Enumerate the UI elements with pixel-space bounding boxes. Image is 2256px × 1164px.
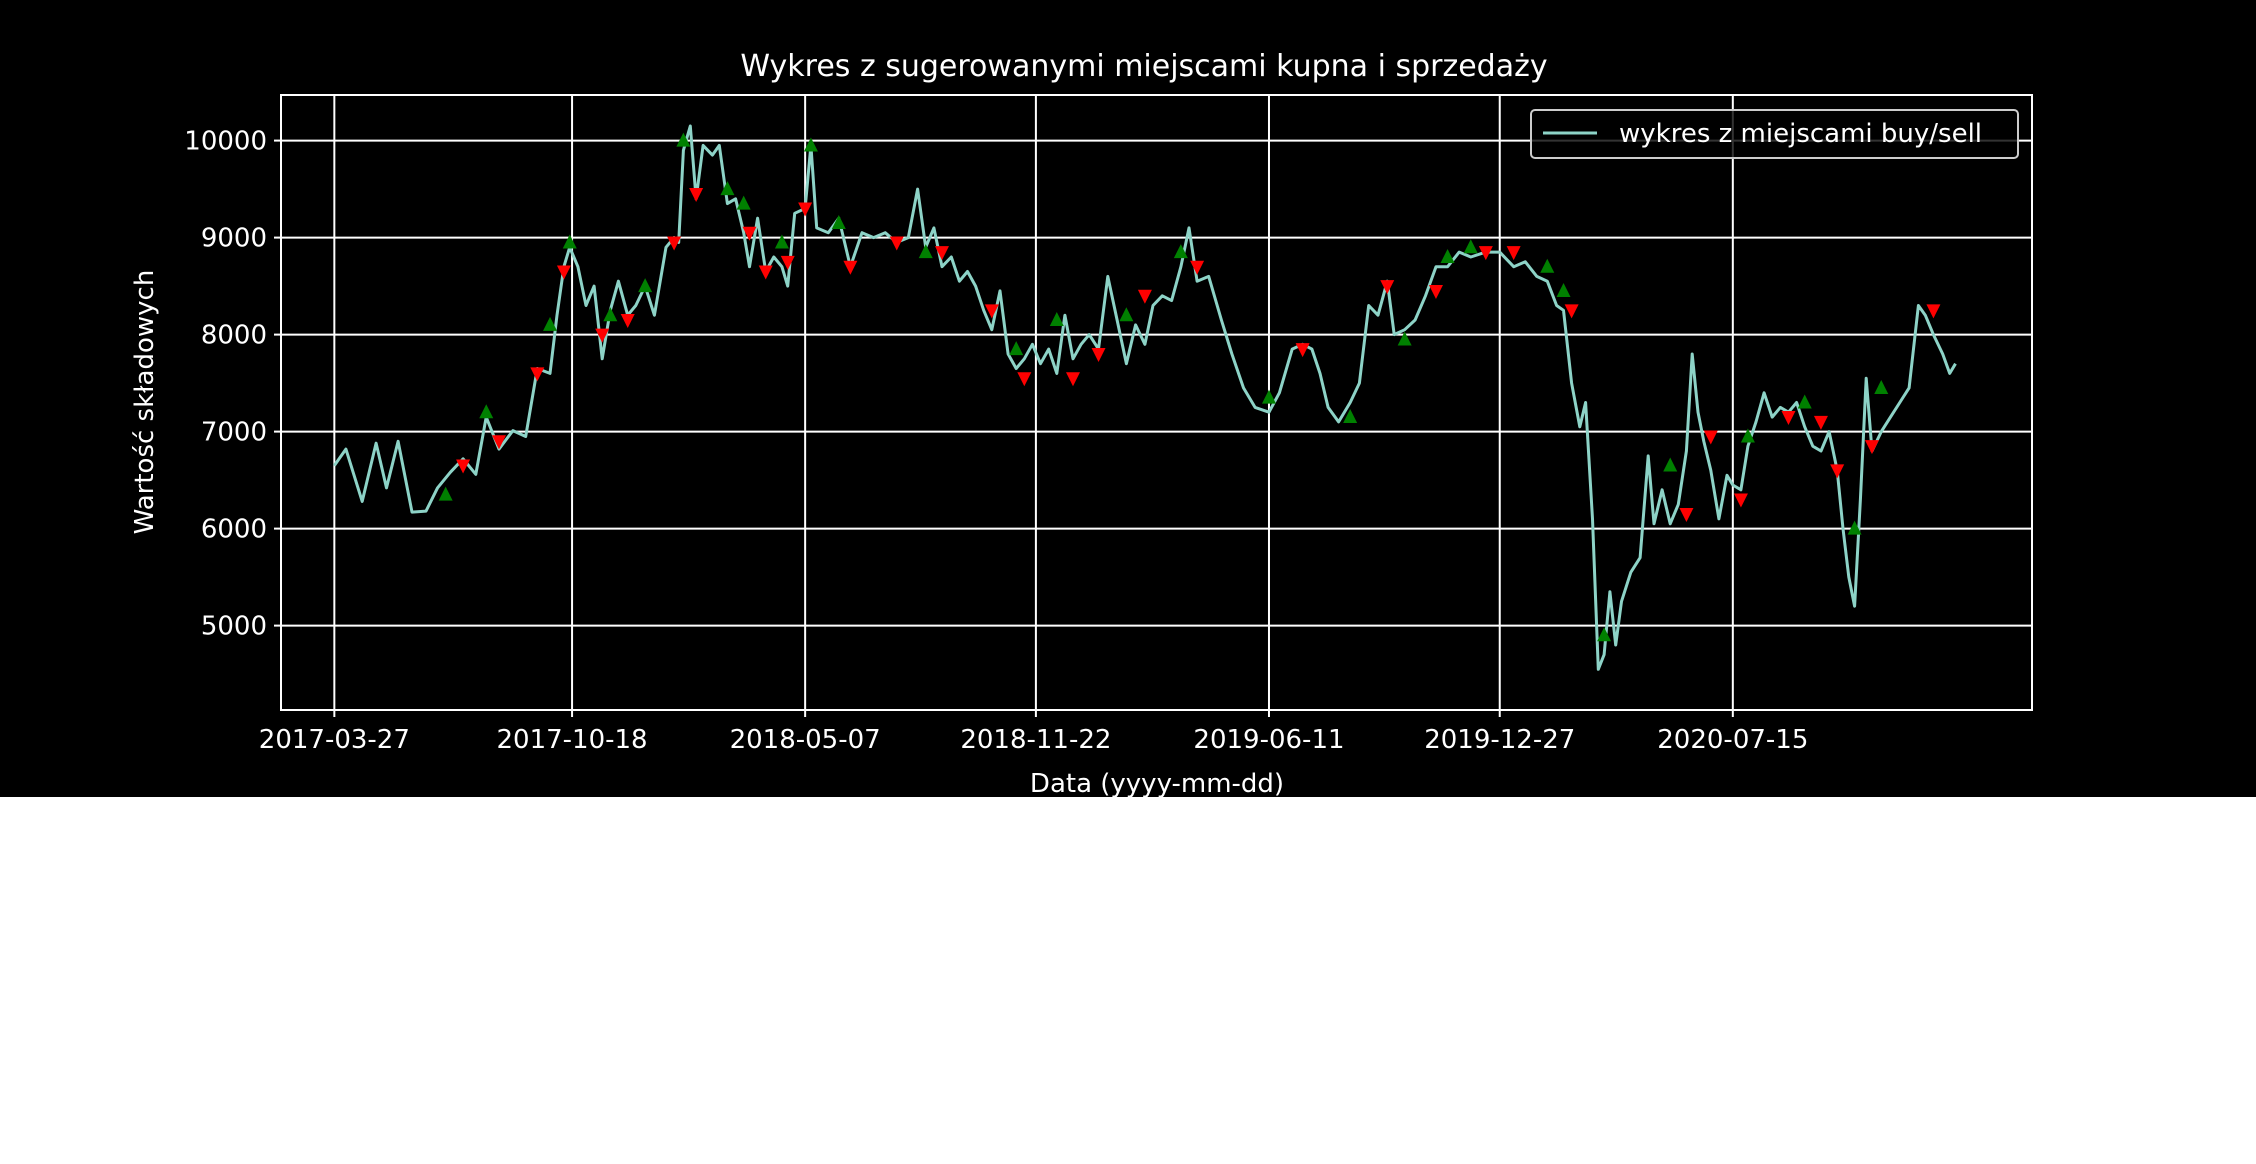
sell-marker <box>742 226 757 241</box>
buy-marker <box>803 137 818 152</box>
sell-marker <box>456 459 471 474</box>
sell-marker <box>1091 347 1106 362</box>
x-tick-label: 2017-03-27 <box>259 725 410 755</box>
sell-marker <box>780 255 795 270</box>
sell-marker <box>1813 415 1828 430</box>
sell-marker <box>492 435 507 450</box>
sell-marker <box>984 304 999 319</box>
y-tick-label: 6000 <box>201 515 267 545</box>
sell-marker <box>934 246 949 261</box>
buy-marker <box>1463 239 1478 254</box>
sell-marker <box>1733 493 1748 508</box>
legend-box <box>1530 109 2019 159</box>
buy-marker <box>1874 379 1889 394</box>
chart-figure: Wykres z sugerowanymi miejscami kupna i … <box>0 0 2256 797</box>
x-tick-label: 2018-05-07 <box>730 725 881 755</box>
buy-marker <box>438 486 453 501</box>
sell-marker <box>1190 260 1205 275</box>
buy-marker <box>543 316 558 331</box>
buy-marker <box>1440 248 1455 263</box>
sell-marker <box>1830 464 1845 479</box>
buy-marker <box>1173 244 1188 259</box>
buy-marker <box>831 215 846 230</box>
buy-marker <box>736 195 751 210</box>
sell-marker <box>1703 430 1718 445</box>
buy-marker <box>1847 520 1862 535</box>
legend: wykres z miejscami buy/sell <box>1530 109 2019 159</box>
x-tick-label: 2018-11-22 <box>960 725 1111 755</box>
buy-marker <box>1797 394 1812 409</box>
sell-marker <box>843 260 858 275</box>
y-tick-label: 10000 <box>184 127 267 157</box>
y-tick-label: 9000 <box>201 224 267 254</box>
legend-label: wykres z miejscami buy/sell <box>1619 119 1982 149</box>
buy-marker <box>1556 282 1571 297</box>
sell-marker <box>667 236 682 251</box>
buy-marker <box>1119 307 1134 322</box>
sell-marker <box>1066 372 1081 387</box>
buy-marker <box>1663 457 1678 472</box>
sell-marker <box>556 265 571 280</box>
buy-marker <box>638 278 653 293</box>
y-tick-label: 5000 <box>201 612 267 642</box>
y-tick-label: 7000 <box>201 418 267 448</box>
sell-marker <box>1017 372 1032 387</box>
buy-marker <box>479 404 494 419</box>
buy-marker <box>1009 341 1024 356</box>
x-tick-label: 2019-06-11 <box>1193 725 1344 755</box>
buy-marker <box>603 307 618 322</box>
axes-frame <box>280 94 2033 711</box>
buy-marker <box>1049 312 1064 327</box>
series-line <box>333 124 1957 671</box>
x-axis-label: Data (yyyy-mm-dd) <box>1030 769 1284 797</box>
buy-marker <box>1597 627 1612 642</box>
grid <box>281 95 2032 710</box>
axis-ticks: 2017-03-27 2017-10-18 2018-05-07 2018-11-22… <box>184 127 1808 755</box>
buy-marker <box>1261 389 1276 404</box>
y-axis-label: Wartość składowych <box>130 270 160 535</box>
x-tick-label: 2019-12-27 <box>1424 725 1575 755</box>
sell-marker <box>1295 343 1310 358</box>
x-tick-label: 2017-10-18 <box>497 725 648 755</box>
buy-marker <box>562 234 577 249</box>
buy-marker <box>1397 331 1412 346</box>
sell-marker <box>595 328 610 343</box>
sell-marker <box>798 202 813 217</box>
chart-svg: Wykres z sugerowanymi miejscami kupna i … <box>130 49 2033 797</box>
sell-marker <box>620 314 635 329</box>
y-tick-label: 8000 <box>201 321 267 351</box>
sell-marker <box>1864 440 1879 455</box>
chart-title: Wykres z sugerowanymi miejscami kupna i … <box>740 49 1547 84</box>
buy-marker <box>1343 409 1358 424</box>
sell-marker <box>1380 280 1395 295</box>
buy-marker <box>1740 428 1755 443</box>
sell-marker <box>1478 246 1493 261</box>
sell-marker <box>1564 304 1579 319</box>
sell-marker <box>758 265 773 280</box>
x-tick-label: 2020-07-15 <box>1657 725 1808 755</box>
sell-marker <box>1679 508 1694 523</box>
plot-area <box>333 124 1957 671</box>
buy-marker <box>676 132 691 147</box>
sell-marker <box>1137 289 1152 304</box>
sell-marker <box>1781 411 1796 426</box>
sell-marker <box>889 236 904 251</box>
sell-marker <box>689 187 704 202</box>
sell-marker <box>1428 284 1443 299</box>
buy-marker <box>918 244 933 259</box>
sell-marker <box>1506 246 1521 261</box>
sell-marker <box>1926 304 1941 319</box>
buy-marker <box>720 181 735 196</box>
buy-marker <box>1540 258 1555 273</box>
sell-marker <box>530 367 545 382</box>
buy-marker <box>774 234 789 249</box>
